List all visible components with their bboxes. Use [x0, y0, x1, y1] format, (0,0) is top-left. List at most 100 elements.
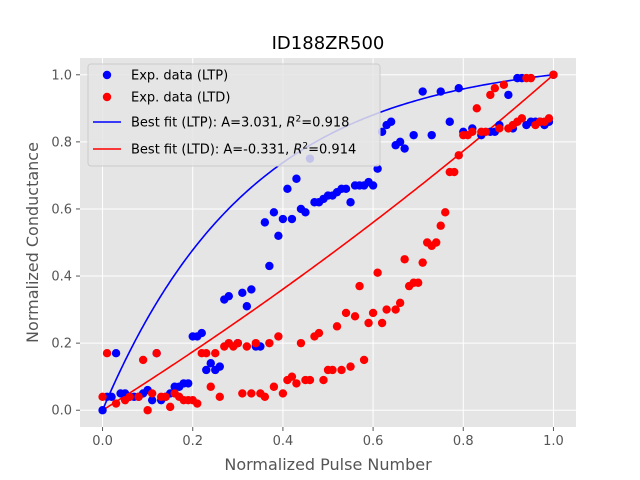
data-point: [400, 144, 409, 153]
data-point: [161, 392, 170, 402]
data-point: [454, 151, 463, 160]
data-point: [197, 328, 206, 338]
chart-title: ID188ZR500: [272, 33, 385, 54]
data-point: [544, 114, 554, 123]
data-point: [495, 124, 504, 133]
data-point: [499, 80, 509, 90]
data-point: [206, 382, 215, 391]
x-tick-label: 0.0: [92, 434, 113, 449]
data-point: [436, 221, 445, 230]
data-point: [147, 395, 157, 405]
legend: Exp. data (LTP) Exp. data (LTD) Best fit (…: [87, 63, 381, 167]
data-point: [454, 83, 463, 93]
data-point: [111, 349, 121, 358]
data-point: [472, 104, 481, 113]
data-point: [359, 355, 369, 365]
data-point: [224, 291, 233, 301]
data-point: [242, 342, 252, 351]
data-point: [346, 198, 355, 207]
data-point: [269, 208, 279, 217]
data-point: [147, 389, 157, 398]
data-point: [314, 328, 324, 338]
data-point: [382, 305, 391, 314]
data-point: [265, 261, 274, 271]
y-tick-label: 1.0: [51, 68, 72, 83]
data-point: [260, 392, 270, 402]
data-point: [486, 90, 495, 100]
legend-marker-dot: [102, 70, 112, 80]
data-point: [278, 389, 288, 398]
data-point: [549, 70, 558, 79]
y-tick-label: 0.8: [51, 135, 72, 150]
data-point: [242, 302, 252, 311]
y-tick-label: 0.0: [51, 404, 72, 419]
data-point: [413, 278, 423, 287]
data-point: [409, 130, 418, 140]
data-point: [319, 375, 328, 385]
data-point: [427, 130, 436, 140]
data-point: [287, 372, 297, 381]
legend-label: Exp. data (LTP): [131, 69, 228, 84]
data-point: [341, 308, 351, 318]
data-point: [202, 349, 211, 358]
data-point: [125, 392, 134, 402]
data-point: [432, 238, 441, 247]
data-point: [364, 318, 373, 328]
data-point: [260, 218, 270, 227]
data-point: [490, 83, 500, 93]
data-point: [418, 258, 427, 267]
tick-labels: 0.0 0.2 0.4 0.6 0.8 1.0 0.0 0.2 0.4 0.6 0.8 1.0: [51, 68, 563, 449]
data-point: [418, 87, 427, 96]
data-point: [238, 288, 247, 298]
x-tick-label: 0.8: [453, 434, 474, 449]
data-point: [517, 114, 527, 123]
y-tick-label: 0.6: [51, 202, 72, 217]
data-point: [184, 379, 193, 388]
data-point: [450, 167, 459, 177]
data-point: [355, 281, 364, 291]
data-point: [441, 208, 450, 217]
data-point: [98, 406, 107, 415]
data-point: [206, 359, 215, 368]
data-point: [251, 338, 261, 348]
data-point: [350, 312, 360, 321]
data-point: [202, 365, 211, 375]
data-point: [436, 87, 445, 96]
data-point: [102, 349, 112, 358]
data-point: [341, 184, 351, 194]
y-tick-label: 0.4: [51, 270, 72, 285]
data-point: [138, 355, 148, 365]
data-point: [211, 349, 220, 358]
x-tick-label: 0.2: [182, 434, 203, 449]
legend-label: Best fit (LTP): A=3.031, R2=0.918: [131, 115, 349, 131]
data-point: [215, 362, 224, 371]
legend-label: Exp. data (LTD): [131, 91, 230, 106]
y-axis-label: Normalized Conductance: [23, 142, 42, 343]
data-point: [468, 127, 477, 136]
data-point: [337, 365, 346, 375]
data-point: [305, 375, 315, 385]
data-point: [395, 137, 405, 147]
data-point: [292, 174, 301, 183]
data-point: [274, 231, 283, 240]
data-point: [445, 117, 454, 126]
data-point: [332, 322, 342, 331]
data-point: [400, 255, 409, 264]
data-point: [373, 268, 382, 277]
data-point: [504, 90, 513, 100]
data-point: [215, 392, 224, 402]
x-axis-label: Normalized Pulse Number: [224, 455, 432, 474]
data-point: [269, 382, 279, 391]
x-tick-label: 1.0: [543, 434, 564, 449]
data-point: [134, 392, 143, 402]
x-tick-label: 0.4: [273, 434, 294, 449]
data-point: [111, 399, 121, 408]
data-point: [481, 127, 491, 136]
data-point: [278, 214, 288, 224]
data-point: [346, 362, 355, 371]
data-point: [373, 164, 382, 173]
data-point: [391, 305, 400, 314]
data-point: [328, 365, 337, 375]
data-point: [274, 332, 283, 341]
